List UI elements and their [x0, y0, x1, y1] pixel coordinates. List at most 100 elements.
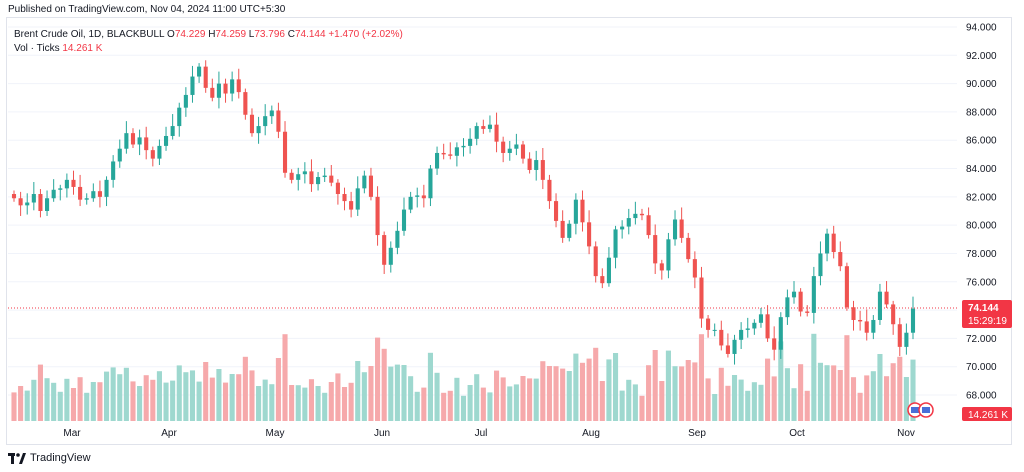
candle-body: [388, 247, 393, 265]
candle: [388, 241, 393, 273]
candle-body: [831, 233, 836, 253]
candle: [520, 140, 526, 164]
candle-body: [382, 235, 387, 265]
candle-body: [177, 107, 182, 127]
volume-bar: [236, 374, 242, 421]
candle-body: [342, 194, 347, 202]
candle-body: [871, 319, 876, 333]
volume-bar: [513, 384, 519, 421]
volume-bar: [606, 359, 612, 421]
candle-body: [481, 126, 486, 129]
volume-bar: [150, 379, 156, 421]
volume-bar: [586, 358, 592, 421]
volume-bar: [183, 372, 189, 421]
candle-body: [474, 126, 479, 139]
candle-body: [593, 246, 598, 277]
candle-body: [203, 66, 208, 88]
volume-bar: [831, 365, 837, 421]
volume-bar: [599, 381, 605, 421]
volume-bar: [216, 369, 222, 421]
candle: [223, 78, 228, 103]
candle-body: [375, 196, 380, 236]
close-value: 74.144: [294, 29, 326, 40]
volume-bar: [308, 379, 315, 421]
candle: [468, 128, 473, 154]
month-tick-label: Apr: [161, 428, 177, 439]
price-tick-label: 70.000: [966, 362, 997, 373]
candle: [58, 184, 63, 201]
volume-bar: [698, 334, 705, 421]
candle-body: [269, 110, 274, 117]
high-value: 74.259: [215, 29, 247, 40]
volume-bar: [784, 368, 790, 421]
candle: [838, 241, 843, 272]
candle-body: [435, 152, 440, 169]
candle: [481, 119, 486, 134]
candle-body: [124, 133, 129, 149]
volume-label[interactable]: Vol · Ticks: [14, 43, 60, 54]
candle-body: [811, 276, 816, 313]
volume-bar: [275, 358, 281, 421]
month-tick-label: Mar: [63, 428, 81, 439]
price-tick-label: 86.000: [966, 136, 997, 147]
candle-body: [362, 175, 367, 189]
last-price-badge: [962, 300, 1012, 329]
candle: [309, 159, 314, 192]
candle: [104, 176, 109, 207]
volume-bar: [110, 367, 116, 421]
symbol-label[interactable]: Brent Crude Oil, 1D, BLACKBULL: [14, 29, 165, 40]
time-axis: Mar Apr May Jun Jul Aug Sep Oct Nov: [63, 428, 915, 439]
candle: [805, 305, 810, 317]
candle: [653, 224, 658, 274]
candle: [375, 186, 380, 246]
candle-body: [197, 66, 202, 77]
candle: [31, 181, 36, 211]
candle-body: [620, 226, 625, 230]
candle: [798, 288, 803, 317]
volume-bar: [646, 365, 652, 421]
last-price-text: 74.144: [968, 303, 999, 314]
volume-bar: [652, 350, 658, 421]
candle-body: [659, 263, 664, 271]
candle-body: [553, 201, 559, 221]
volume-badge-text: 14.261 K: [968, 410, 1008, 421]
volume-bar: [315, 386, 321, 421]
candle-body: [97, 191, 102, 197]
candle: [355, 176, 360, 216]
candle-body: [276, 110, 281, 132]
candle: [739, 322, 744, 349]
candle-body: [613, 229, 618, 258]
candle-body: [395, 230, 400, 248]
volume-bar: [401, 365, 407, 421]
candle: [904, 323, 909, 355]
candle-body: [752, 322, 757, 329]
candle-body: [316, 177, 321, 185]
volume-bar: [222, 382, 229, 421]
candle-body: [745, 328, 750, 330]
candle: [130, 128, 136, 149]
volume-bar: [507, 386, 513, 421]
volume-bar: [751, 382, 757, 421]
candle: [666, 232, 671, 279]
candle-body: [639, 213, 645, 216]
candle-body: [223, 83, 228, 94]
candle: [825, 228, 830, 262]
candle: [613, 225, 618, 269]
candle: [785, 289, 790, 325]
volume-bar: [70, 388, 77, 421]
volume-bar: [302, 387, 308, 421]
candle-body: [249, 114, 255, 134]
candle: [25, 193, 30, 215]
candle: [349, 191, 354, 218]
candle: [137, 129, 142, 156]
volume-bar: [375, 337, 381, 421]
candle-body: [461, 145, 466, 148]
volume-bar: [103, 371, 110, 421]
candle-body: [415, 195, 420, 197]
candle: [368, 167, 374, 201]
tradingview-brand[interactable]: TradingView: [8, 452, 91, 464]
candle: [818, 241, 823, 286]
tradingview-logo-icon: [8, 452, 26, 464]
candle-body: [818, 253, 823, 277]
